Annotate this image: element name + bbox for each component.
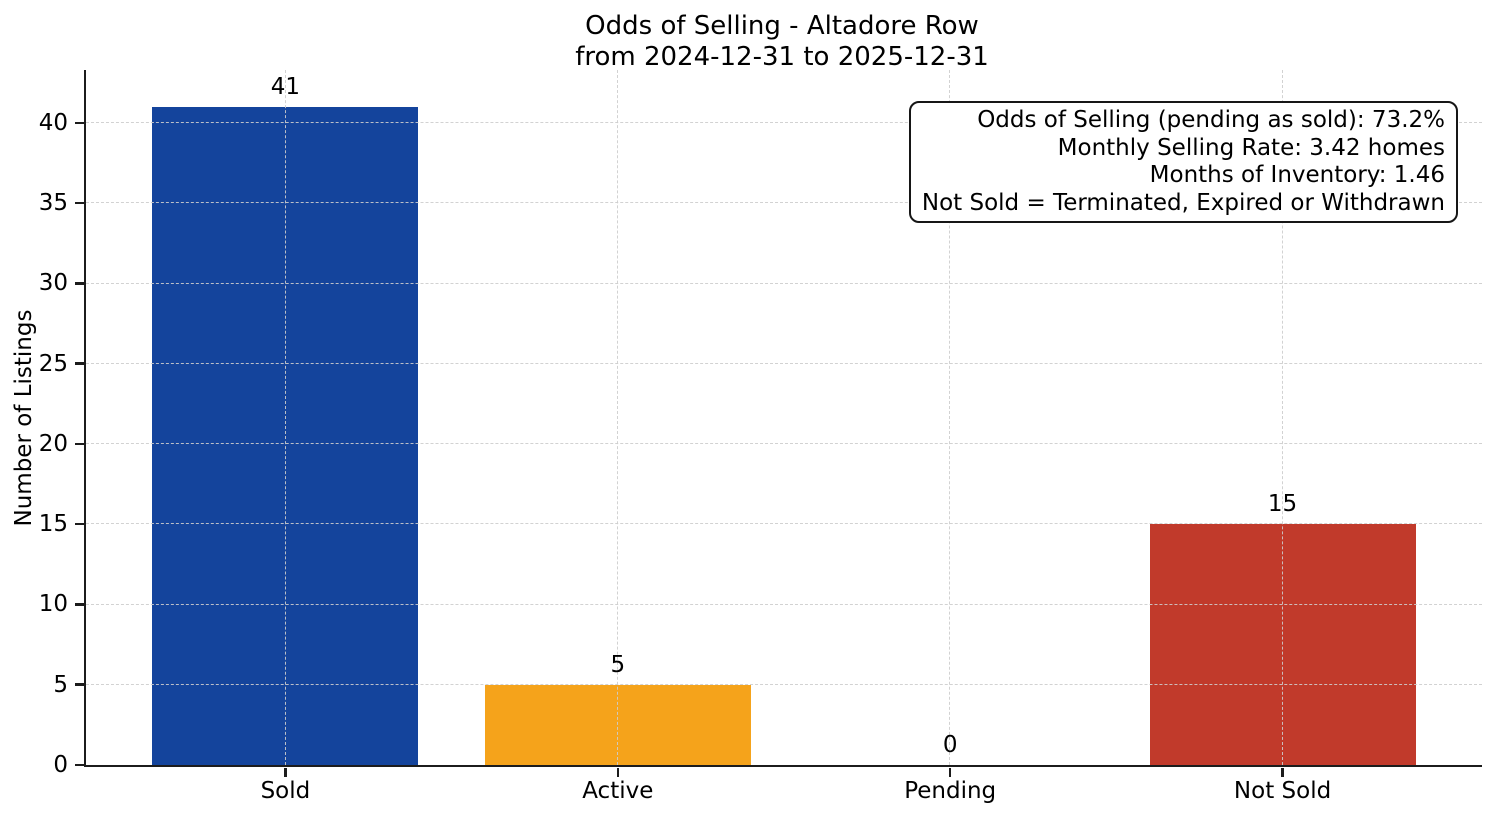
y-tick-label-5: 5 <box>53 671 68 698</box>
h-gridline-5 <box>86 683 1482 685</box>
y-tick-label-10: 10 <box>38 591 68 618</box>
bar-value-label-sold: 41 <box>270 73 301 100</box>
y-tick-label-30: 30 <box>38 270 68 297</box>
y-tick-label-20: 20 <box>38 430 68 457</box>
y-axis-label: Number of Listings <box>11 309 37 527</box>
h-gridline-15 <box>86 523 1482 525</box>
h-gridline-35 <box>86 202 1482 204</box>
annotation-monthly-selling-rate: Monthly Selling Rate: 3.42 homes <box>1057 134 1445 161</box>
v-gridline-not-sold <box>1281 70 1283 765</box>
x-tick-sold <box>284 767 287 777</box>
chart-title-line2: from 2024-12-31 to 2025-12-31 <box>575 42 989 72</box>
bar-value-label-pending: 0 <box>942 732 958 758</box>
bar-value-label-not-sold: 15 <box>1267 491 1298 518</box>
y-tick-10 <box>75 603 84 606</box>
h-gridline-20 <box>86 443 1482 445</box>
annotation-months-of-inventory: Months of Inventory: 1.46 <box>1149 162 1445 188</box>
x-tick-label-pending: Pending <box>904 778 997 804</box>
y-tick-label-40: 40 <box>38 109 68 136</box>
chart-title-line1: Odds of Selling - Altadore Row <box>585 11 979 41</box>
v-gridline-pending <box>949 70 951 765</box>
y-tick-label-0: 0 <box>53 752 68 778</box>
annotation-not-sold-definition: Not Sold = Terminated, Expired or Withdr… <box>921 189 1445 216</box>
y-tick-5 <box>75 683 84 686</box>
x-tick-label-not-sold: Not Sold <box>1233 778 1332 804</box>
plot-area: 0 5 10 15 20 25 30 35 40 41 Sold 5 Active 0 Pending 15 N… <box>39 70 1482 804</box>
bar-value-label-active: 5 <box>610 651 626 678</box>
h-gridline-10 <box>86 603 1482 605</box>
y-tick-label-25: 25 <box>38 350 68 377</box>
y-tick-35 <box>75 201 84 205</box>
h-gridline-40 <box>86 122 1482 124</box>
h-gridline-25 <box>86 362 1482 364</box>
v-gridline-active <box>617 70 619 765</box>
y-tick-label-35: 35 <box>38 190 68 217</box>
h-gridline-30 <box>86 282 1482 284</box>
chart-title: Odds of Selling - Altadore Row from 2024… <box>84 11 1480 73</box>
y-tick-25 <box>75 362 84 365</box>
v-gridline-sold <box>284 70 286 765</box>
annotation-odds-of-selling: Odds of Selling (pending as sold): 73.2% <box>977 107 1445 133</box>
y-tick-40 <box>75 121 84 125</box>
y-tick-20 <box>75 442 84 446</box>
x-tick-active <box>616 767 620 777</box>
y-tick-15 <box>75 522 84 526</box>
x-tick-pending <box>948 767 952 777</box>
y-tick-0 <box>75 763 84 767</box>
x-tick-not-sold <box>1281 767 1284 777</box>
x-tick-label-active: Active <box>582 778 654 804</box>
x-tick-label-sold: Sold <box>260 778 311 804</box>
stats-annotation-box: Odds of Selling (pending as sold): 73.2%… <box>908 101 1458 223</box>
y-tick-label-15: 15 <box>38 511 68 538</box>
y-tick-30 <box>75 282 84 285</box>
